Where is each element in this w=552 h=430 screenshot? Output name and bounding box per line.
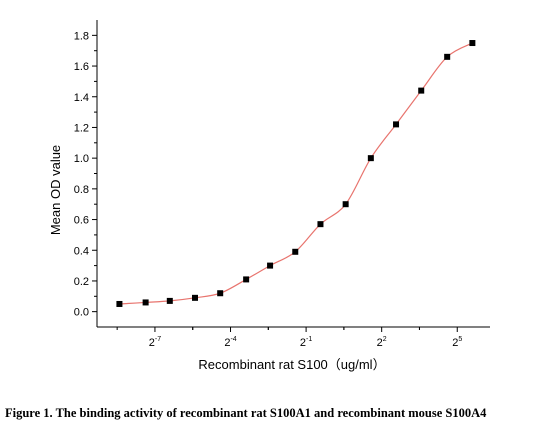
data-point — [444, 53, 451, 60]
data-point — [142, 299, 149, 306]
data-point — [367, 155, 374, 162]
x-axis-title: Recombinant rat S100（ug/ml） — [198, 357, 385, 372]
x-tick-label: 2-4 — [224, 336, 236, 349]
data-point — [166, 297, 173, 304]
x-tick-label: 22 — [377, 336, 387, 349]
y-tick-label: 1.0 — [74, 153, 89, 165]
data-point — [393, 121, 400, 128]
fit-curve — [119, 42, 473, 305]
y-tick-label: 1.6 — [74, 61, 89, 73]
y-tick-label: 1.4 — [74, 92, 89, 104]
y-tick-label: 0.8 — [74, 184, 89, 196]
x-tick-label: 2-7 — [149, 336, 161, 349]
y-tick-label: 1.8 — [74, 30, 89, 42]
y-axis-title: Mean OD value — [48, 145, 63, 235]
data-points — [116, 40, 476, 307]
data-point — [292, 248, 299, 255]
y-axis: 0.0 0.2 0.4 0.6 0.8 1.0 1.2 1.4 1.6 1.8 — [74, 20, 98, 327]
y-tick-label: 0.4 — [74, 245, 89, 257]
figure-caption: Figure 1. The binding activity of recomb… — [5, 406, 487, 420]
data-point — [317, 221, 324, 228]
y-tick-label: 0.2 — [74, 276, 89, 288]
data-point — [267, 262, 274, 269]
y-tick-label: 0.0 — [74, 307, 89, 319]
x-axis: 2-7 2-4 2-1 22 25 — [97, 326, 490, 349]
data-point — [191, 294, 198, 301]
x-tick-label: 2-1 — [300, 336, 312, 349]
data-point — [469, 40, 476, 47]
data-point — [243, 276, 250, 283]
binding-activity-chart: 0.0 0.2 0.4 0.6 0.8 1.0 1.2 1.4 1.6 1.8 2-7 2-4 2-1… — [48, 20, 490, 372]
data-point — [217, 290, 224, 297]
data-point — [116, 300, 123, 307]
data-point — [342, 201, 349, 208]
y-tick-label: 1.2 — [74, 122, 89, 134]
data-point — [418, 87, 425, 94]
y-tick-label: 0.6 — [74, 215, 89, 227]
x-tick-label: 25 — [452, 336, 462, 349]
